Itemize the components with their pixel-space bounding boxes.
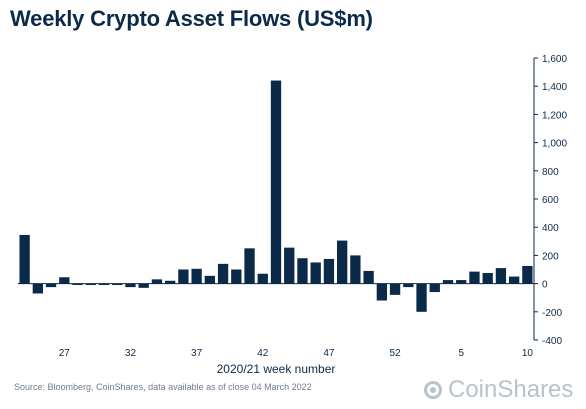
bar [508,276,520,284]
bar [244,248,255,284]
bar [482,273,493,284]
y-tick-label: 1,400 [542,82,567,93]
bar [98,283,110,286]
y-tick-label: 1,600 [542,54,567,65]
x-tick-label: 37 [191,348,203,359]
bar [323,258,335,284]
bar [164,280,176,284]
bar [495,268,507,284]
bar [270,80,282,284]
y-tick-label: 400 [542,223,559,234]
y-tick-group: 1,600 1,400 1,200 1,000 800 600 400 200 0 -200 -40… [534,54,567,347]
coinshares-logo: CoinShares [424,376,573,404]
coinshares-mark-icon [424,381,442,399]
y-tick-label: 1,000 [542,139,567,150]
x-tick-label: 52 [390,348,402,359]
bars-group [19,80,533,312]
bar [522,265,533,284]
x-tick-label: 47 [323,348,335,359]
bar [257,273,268,284]
bar [59,277,70,284]
bar [138,283,149,288]
x-tick-group: 27 32 37 42 47 52 5 10 [59,348,534,359]
bar [389,283,401,295]
bar [191,268,202,284]
bar [125,283,136,288]
bar [416,283,427,312]
bar [72,283,83,286]
y-tick-label: 0 [542,280,548,291]
bar [19,234,30,284]
bar [310,262,321,284]
bar [217,263,229,284]
y-tick-label: 200 [542,251,559,262]
bar [204,275,216,284]
source-note: Source: Bloomberg, CoinShares, data avai… [14,382,312,392]
bar [231,269,242,284]
chart-title: Weekly Crypto Asset Flows (US$m) [10,6,373,31]
bar [297,258,308,284]
bar [336,240,348,284]
x-axis-label: 2020/21 week number [217,362,336,376]
bar [85,283,96,286]
x-tick-label: 27 [59,348,71,359]
bar [376,283,388,301]
y-tick-label: 1,200 [542,110,567,121]
x-tick-label: 10 [522,348,534,359]
bar [178,269,189,284]
brand-name: CoinShares [448,376,574,403]
x-tick-label: 5 [458,348,464,359]
bar [442,280,454,284]
y-tick-label: 800 [542,167,559,178]
y-tick-label: -200 [542,308,562,319]
bar [456,280,467,284]
x-tick-label: 42 [257,348,269,359]
x-tick-label: 32 [125,348,137,359]
bar [151,279,163,284]
bar [45,283,57,288]
bar [429,283,440,293]
y-tick-label: -400 [542,336,562,347]
bar [469,271,480,284]
bar [350,255,361,284]
y-tick-label: 600 [542,195,559,206]
bar [363,270,374,284]
bar [284,247,295,284]
bar [32,283,44,294]
bar [403,283,414,288]
bar [112,283,123,286]
